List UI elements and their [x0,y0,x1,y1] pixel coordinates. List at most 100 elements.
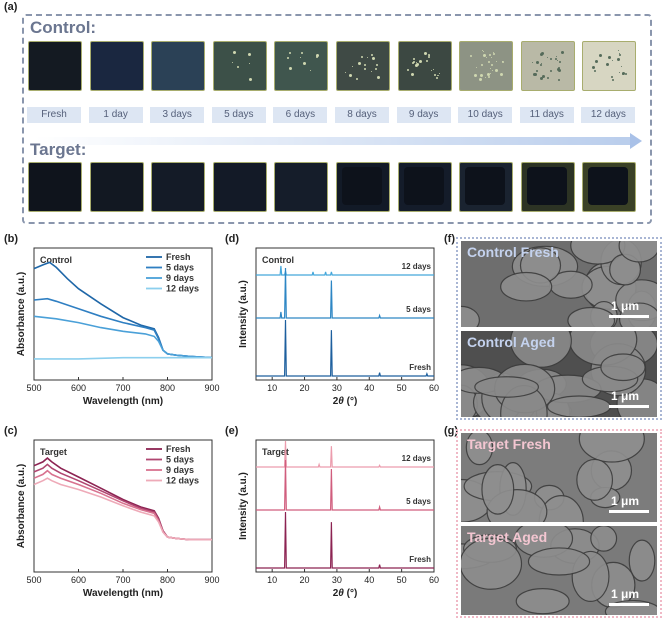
series-label: 5 days [406,305,431,314]
degradation-spot [546,56,548,58]
degradation-spot [375,67,378,70]
target-sample-tile [89,162,144,212]
control-sample-tile [520,41,575,91]
degradation-spot [592,65,596,69]
x-tick-label: 30 [332,383,342,393]
time-arrow-band [34,137,634,145]
film-area [342,167,382,205]
degradation-spot [532,73,536,77]
xrd-pattern [256,459,434,511]
degradation-spot [412,57,415,60]
legend-entry: 9 days [166,465,194,475]
series-line [33,297,213,359]
degradation-spot [593,69,596,72]
degradation-spot [489,67,491,69]
degradation-spot [287,57,290,60]
sem-grain [576,458,614,501]
legend-entry: Fresh [166,252,191,262]
xrd-pattern [256,511,434,569]
film-area [465,167,506,205]
x-tick-label: 30 [332,575,342,585]
degradation-spot [358,61,362,65]
y-axis-label: Absorbance (a.u.) [16,464,27,548]
target-sample-tile [151,162,206,212]
degradation-spot [232,61,234,63]
degradation-spot [309,69,311,71]
degradation-spot [485,56,487,58]
degradation-spot [542,75,546,79]
panel-label-d: (d) [225,233,240,245]
sem-target-frame: Target Fresh 1 μm Target Aged 1 μm [456,429,662,618]
x-tick-label: 60 [429,383,439,393]
degradation-spot [487,75,490,78]
scale-bar-label: 1 μm [611,587,640,601]
film-area [588,167,629,205]
degradation-spot [345,72,347,74]
day-label: 11 days [519,107,574,123]
day-label: 8 days [335,107,389,123]
sem-target-aged-label: Target Aged [467,529,548,545]
degradation-spot [473,73,477,77]
degradation-spot [407,68,410,71]
sem-control-aged-label: Control Aged [467,334,556,350]
day-label: 5 days [211,107,266,123]
time-arrow-head-icon [630,133,642,149]
degradation-spot [363,63,366,66]
panel-a-frame: Control: Fresh 1 day 3 days 5 days 6 days 8 d… [22,14,652,224]
degradation-spot [427,55,430,58]
degradation-spot [248,62,250,64]
degradation-spot [555,58,558,61]
degradation-spot [547,76,550,79]
control-sample-tile [582,41,637,91]
day-label: 9 days [396,107,451,123]
degradation-spot [486,72,490,76]
degradation-spot [433,69,435,71]
sem-grain [461,305,480,327]
degradation-spot [491,69,493,71]
series-line [33,315,213,359]
series-label: 12 days [402,454,432,463]
degradation-spot [370,54,373,57]
degradation-spot [482,51,484,53]
degradation-spot [496,61,498,63]
degradation-spot [288,66,292,70]
degradation-spot [502,60,505,63]
degradation-spot [236,66,239,69]
degradation-spot [413,61,416,64]
target-sample-tile [520,162,575,212]
x-tick-label: 60 [429,575,439,585]
degradation-spot [598,54,602,58]
sem-grain [600,353,646,382]
degradation-spot [428,54,430,56]
control-sample-tile [336,41,390,91]
degradation-spot [610,76,613,79]
degradation-spot [618,50,620,52]
legend-entry: 5 days [166,263,194,273]
degradation-spot [620,65,622,67]
degradation-spot [549,57,552,60]
series-line [34,356,212,360]
degradation-spot [482,50,484,52]
degradation-spot [364,68,367,71]
day-label: Fresh [27,107,81,123]
degradation-spot [482,53,486,57]
degradation-spot [550,69,552,72]
degradation-spot [488,61,491,64]
x-axis-label: 2θ (°) [333,588,358,599]
target-row-title: Target: [30,140,87,159]
scale-bar [609,510,649,513]
day-label: 1 day [88,107,143,123]
x-tick-label: 800 [160,575,175,585]
degradation-spot [480,64,483,67]
degradation-spot [418,60,422,64]
scale-bar-label: 1 μm [611,389,640,403]
x-tick-label: 40 [364,575,374,585]
degradation-spot [479,78,483,82]
degradation-spot [289,51,292,54]
film-area [403,167,444,205]
degradation-spot [539,63,542,66]
series-label: 5 days [406,497,431,506]
day-label: 3 days [150,107,205,123]
control-sample-tile [274,41,329,91]
series-line [33,477,212,541]
